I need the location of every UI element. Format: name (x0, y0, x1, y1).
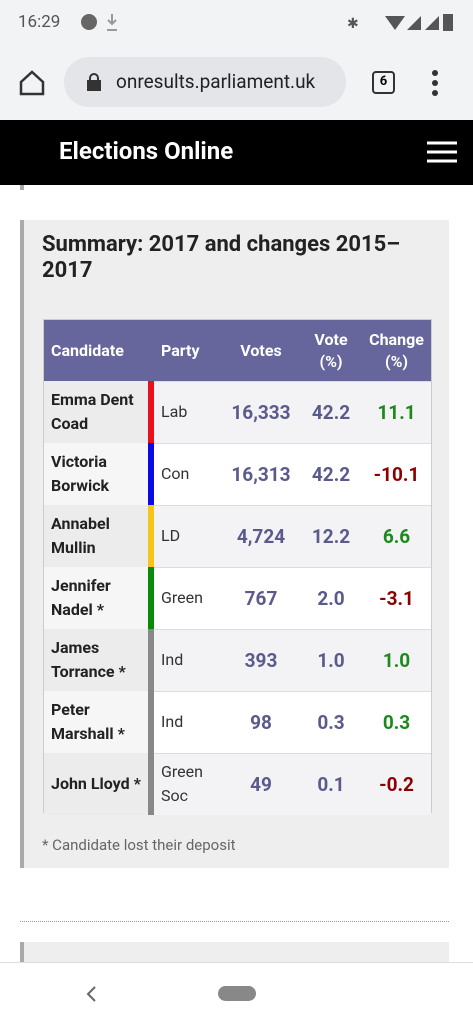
footnote: * Candidate lost their deposit (42, 836, 236, 854)
column-header: Change (%) (369, 329, 424, 371)
vote-pct: 2.0 (317, 586, 345, 610)
change: 11.1 (377, 400, 416, 424)
home-pill[interactable] (218, 986, 256, 1001)
party-color (148, 691, 154, 753)
candidate-cell-bg (44, 381, 148, 443)
party: LD (161, 526, 181, 545)
svg-text:✱: ✱ (347, 16, 359, 32)
votes: 16,313 (231, 462, 291, 486)
change: 1.0 (382, 648, 411, 672)
candidate: Peter Marshall * (51, 700, 125, 743)
party-color (148, 629, 154, 691)
status-bar: 16:29 ✱ (0, 0, 473, 45)
votes: 16,333 (231, 400, 291, 424)
party-color (148, 381, 154, 443)
menu-button[interactable] (430, 69, 440, 97)
vote-pct: 0.3 (317, 710, 345, 734)
vote-pct: 1.0 (317, 648, 345, 672)
site-title[interactable]: Elections Online (59, 137, 234, 165)
tab-count[interactable]: 6 (372, 71, 395, 94)
change: -0.2 (379, 772, 414, 796)
url-text: onresults.parliament.uk (116, 70, 316, 93)
votes: 49 (250, 772, 272, 796)
change: -3.1 (379, 586, 414, 610)
back-button[interactable] (84, 985, 98, 1003)
party: Ind (161, 650, 184, 669)
table-header (44, 320, 431, 381)
candidate-cell-bg (44, 691, 148, 753)
party: Green (161, 588, 203, 607)
column-header: Votes (240, 340, 282, 360)
candidate: John Lloyd * (51, 774, 141, 793)
party-color (148, 443, 154, 505)
candidate: Victoria Borwick (51, 452, 110, 495)
votes: 767 (244, 586, 278, 610)
candidate: Jennifer Nadel * (51, 576, 111, 619)
divider (20, 921, 449, 922)
votes: 98 (250, 710, 272, 734)
status-icons (81, 14, 117, 31)
candidate-cell-bg (44, 443, 148, 505)
vote-pct: 42.2 (311, 400, 351, 424)
results-table: Candidate Party Votes Vote (%) Change (%) Emm… (43, 319, 432, 815)
system-icons: ✱ (347, 14, 453, 32)
next-card (20, 942, 449, 962)
candidate-cell-bg (44, 753, 148, 815)
column-header: Party (161, 340, 200, 360)
card-edge (20, 185, 24, 190)
nav-bar (0, 962, 473, 1024)
candidate-cell-bg (44, 505, 148, 567)
party-color (148, 505, 154, 567)
summary-card: Summary: 2017 and changes 2015–2017 Cand… (20, 220, 449, 868)
browser-bar: onresults.parliament.uk 6 (0, 45, 473, 120)
column-header: Candidate (51, 340, 124, 360)
home-button[interactable] (18, 69, 46, 97)
vote-pct: 0.1 (317, 772, 345, 796)
party-color (148, 567, 154, 629)
votes: 393 (244, 648, 278, 672)
party-color (148, 753, 154, 815)
candidate: James Torrance * (51, 638, 126, 681)
candidate-cell-bg (44, 567, 148, 629)
summary-title: Summary: 2017 and changes 2015–2017 (42, 232, 401, 283)
change: 6.6 (382, 524, 411, 548)
candidate-cell-bg (44, 629, 148, 691)
site-header: Elections Online (0, 120, 473, 185)
url-bar[interactable]: onresults.parliament.uk (64, 57, 346, 107)
party: Green Soc (161, 762, 203, 805)
candidate: Annabel Mullin (51, 514, 110, 557)
column-header: Vote (%) (314, 329, 348, 371)
party: Con (161, 464, 190, 483)
vote-pct: 42.2 (311, 462, 351, 486)
party: Ind (161, 712, 184, 731)
candidate: Emma Dent Coad (51, 390, 134, 433)
votes: 4,724 (236, 524, 286, 548)
lock-icon (87, 73, 101, 91)
change: 0.3 (382, 710, 411, 734)
vote-pct: 12.2 (311, 524, 351, 548)
party: Lab (161, 402, 188, 421)
hamburger-menu[interactable] (427, 141, 457, 163)
time: 16:29 (18, 12, 61, 32)
change: -10.1 (373, 462, 420, 486)
